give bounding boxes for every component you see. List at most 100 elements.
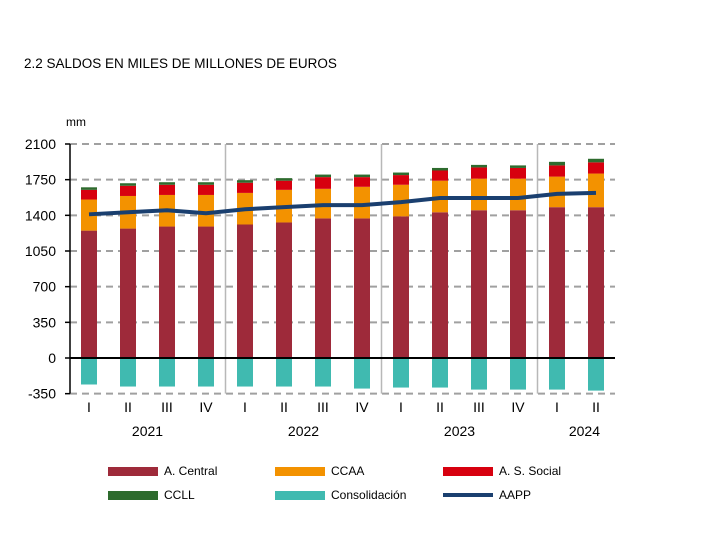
bar-ccaa bbox=[588, 173, 604, 208]
bar-ccll bbox=[237, 180, 253, 183]
bar-a-central bbox=[315, 218, 331, 358]
bar-ccll bbox=[81, 187, 97, 190]
legend-swatch bbox=[108, 490, 158, 500]
year-label: 2022 bbox=[288, 423, 319, 439]
legend-label: CCAA bbox=[331, 464, 365, 478]
bar-ccll bbox=[159, 182, 175, 185]
bar-consolidacion bbox=[198, 358, 214, 387]
bar-consolidacion bbox=[315, 358, 331, 387]
bar-a-s-social bbox=[120, 185, 136, 196]
bar-consolidacion bbox=[237, 358, 253, 387]
bar-consolidacion bbox=[276, 358, 292, 387]
legend-label: Consolidación bbox=[331, 488, 407, 502]
bar-a-central bbox=[81, 230, 97, 358]
year-label: 2021 bbox=[132, 423, 163, 439]
bar-a-s-social bbox=[237, 182, 253, 193]
y-tick-label: 1750 bbox=[25, 172, 56, 188]
y-tick-label: 700 bbox=[33, 279, 57, 295]
bar-a-s-social bbox=[81, 189, 97, 200]
bar-consolidacion bbox=[354, 358, 370, 389]
bar-ccaa bbox=[198, 194, 214, 227]
bar-ccaa bbox=[471, 178, 487, 211]
bar-a-central bbox=[510, 210, 526, 358]
legend-item: CCLL bbox=[108, 488, 195, 502]
bar-a-central bbox=[588, 207, 604, 358]
line-aapp bbox=[88, 190, 597, 217]
bar-ccll bbox=[120, 183, 136, 186]
legend-label: AAPP bbox=[499, 488, 532, 502]
legend-swatch bbox=[275, 466, 325, 476]
bar-consolidacion bbox=[393, 358, 409, 388]
bar-a-central bbox=[198, 226, 214, 358]
bar-ccll bbox=[276, 178, 292, 181]
bar-a-s-social bbox=[159, 184, 175, 195]
bar-consolidacion bbox=[432, 358, 448, 388]
bar-ccll bbox=[315, 174, 331, 178]
bar-ccaa bbox=[81, 199, 97, 231]
bar-ccll bbox=[354, 174, 370, 178]
bar-a-central bbox=[120, 228, 136, 358]
legend-item: AAPP bbox=[443, 488, 531, 502]
y-tick-label: 1050 bbox=[25, 243, 56, 259]
bar-a-central bbox=[471, 210, 487, 358]
x-tick-label: II bbox=[592, 399, 600, 415]
bar-ccaa bbox=[510, 178, 526, 211]
bar-a-s-social bbox=[510, 167, 526, 179]
bar-consolidacion bbox=[81, 358, 97, 385]
bar-consolidacion bbox=[549, 358, 565, 390]
year-label: 2023 bbox=[444, 423, 475, 439]
bar-a-central bbox=[432, 212, 448, 358]
y-tick-label: 2100 bbox=[25, 136, 56, 152]
bar-a-s-social bbox=[198, 184, 214, 195]
bar-ccll bbox=[198, 182, 214, 185]
x-tick-label: III bbox=[473, 399, 485, 415]
legend-label: A. S. Social bbox=[499, 464, 562, 478]
bar-a-central bbox=[237, 224, 253, 358]
legend-item: CCAA bbox=[275, 464, 364, 478]
bar-ccll bbox=[588, 158, 604, 163]
x-tick-label: IV bbox=[199, 399, 213, 415]
x-tick-label: II bbox=[280, 399, 288, 415]
chart-title: 2.2 SALDOS EN MILES DE MILLONES DE EUROS bbox=[24, 56, 337, 71]
bar-a-s-social bbox=[315, 177, 331, 189]
bar-ccll bbox=[549, 161, 565, 166]
x-tick-label: I bbox=[399, 399, 403, 415]
x-tick-label: IV bbox=[355, 399, 369, 415]
x-tick-label: I bbox=[555, 399, 559, 415]
x-tick-label: II bbox=[124, 399, 132, 415]
bar-a-central bbox=[276, 222, 292, 358]
bar-a-s-social bbox=[393, 175, 409, 185]
legend-label: A. Central bbox=[164, 464, 218, 478]
legend-swatch bbox=[275, 490, 325, 500]
bar-consolidacion bbox=[471, 358, 487, 390]
bar-a-s-social bbox=[354, 177, 370, 187]
bar-a-central bbox=[354, 218, 370, 358]
bar-a-s-social bbox=[471, 167, 487, 179]
y-tick-label: 0 bbox=[48, 350, 56, 366]
bar-a-central bbox=[549, 207, 565, 358]
bar-consolidacion bbox=[588, 358, 604, 391]
bar-ccll bbox=[510, 165, 526, 168]
y-tick-label: 1400 bbox=[25, 207, 56, 223]
y-tick-label: 350 bbox=[33, 314, 57, 330]
x-tick-label: II bbox=[436, 399, 444, 415]
y-axis-label: mm bbox=[66, 115, 86, 129]
bar-consolidacion bbox=[120, 358, 136, 387]
bar-consolidacion bbox=[159, 358, 175, 387]
x-tick-label: III bbox=[161, 399, 173, 415]
bar-ccll bbox=[393, 172, 409, 176]
legend-item: A. S. Social bbox=[443, 464, 561, 478]
bar-ccaa bbox=[354, 186, 370, 219]
bar-a-s-social bbox=[432, 170, 448, 181]
legend-swatch bbox=[443, 466, 493, 476]
bar-consolidacion bbox=[510, 358, 526, 390]
bar-a-central bbox=[159, 226, 175, 358]
bar-a-s-social bbox=[549, 165, 565, 177]
year-label: 2024 bbox=[569, 423, 600, 439]
bar-ccaa bbox=[549, 176, 565, 208]
legend-item: Consolidación bbox=[275, 488, 406, 502]
bar-a-central bbox=[393, 216, 409, 358]
x-tick-label: I bbox=[87, 399, 91, 415]
